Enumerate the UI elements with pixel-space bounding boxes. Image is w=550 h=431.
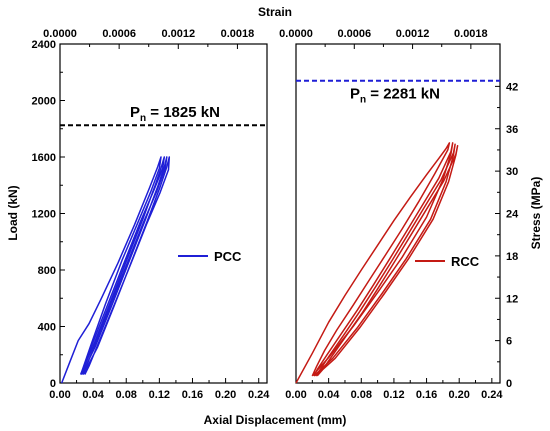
y-tick-label: 30: [506, 166, 518, 178]
x-tick-label: 0.20: [215, 389, 236, 401]
top-x-tick-label: 0.0018: [454, 28, 488, 40]
x-tick-label: 0.08: [351, 389, 372, 401]
x-tick-label: 0.12: [383, 389, 404, 401]
top-x-tick-label: 0.0012: [396, 28, 430, 40]
top-x-tick-label: 0.0006: [102, 28, 136, 40]
legend-label: PCC: [214, 249, 242, 264]
x-tick-label: 0.16: [182, 389, 203, 401]
x-tick-label: 0.04: [318, 389, 340, 401]
y-tick-label: 18: [506, 251, 518, 263]
y-tick-label: 800: [38, 265, 56, 277]
x-tick-label: 0.16: [416, 389, 437, 401]
x-axis-title: Axial Displacement (mm): [204, 413, 347, 427]
y-tick-label: 1600: [32, 152, 56, 164]
x-tick-label: 0.04: [82, 389, 104, 401]
y-tick-label: 1200: [32, 209, 56, 221]
plot-frame: [59, 43, 268, 384]
right-y-axis-title: Stress (MPa): [529, 177, 543, 250]
x-tick-label: 0.24: [481, 389, 503, 401]
y-tick-label: 2000: [32, 96, 56, 108]
y-tick-label: 42: [506, 81, 518, 93]
hysteresis-loop: [61, 156, 162, 384]
x-tick-label: 0.20: [448, 389, 469, 401]
top-axis-title: Strain: [258, 5, 292, 19]
y-tick-label: 12: [506, 293, 518, 305]
y-tick-label: 400: [38, 322, 56, 334]
capacity-label: Pn = 1825 kN: [130, 104, 220, 124]
y-tick-label: 0: [506, 378, 512, 390]
y-tick-label: 24: [506, 209, 519, 221]
top-x-tick-label: 0.0018: [221, 28, 255, 40]
x-tick-label: 0.08: [116, 389, 137, 401]
top-x-tick-label: 0.0000: [43, 28, 77, 40]
right-panel: 0.00 0.04 0.08 0.12 0.16 0.20 0.24 0.0000 0.0006…: [279, 28, 519, 401]
hysteresis-loop: [313, 143, 456, 377]
hysteresis-loop: [82, 156, 171, 375]
hysteresis-loop: [295, 142, 451, 384]
capacity-label: Pn = 2281 kN: [350, 86, 440, 106]
x-tick-label: 0.00: [285, 389, 306, 401]
hysteresis-loop: [315, 144, 459, 377]
top-x-tick-label: 0.0006: [337, 28, 371, 40]
hysteresis-loop: [80, 156, 168, 375]
y-tick-label: 36: [506, 124, 518, 136]
hysteresis-loop: [311, 142, 454, 377]
hysteresis-loop: [80, 156, 166, 375]
top-x-tick-label: 0.0000: [279, 28, 313, 40]
left-y-axis-title: Load (kN): [6, 185, 20, 240]
y-tick-label: 0: [50, 378, 56, 390]
top-x-tick-label: 0.0012: [161, 28, 195, 40]
legend-label: RCC: [451, 254, 480, 269]
y-tick-label: 6: [506, 336, 512, 348]
y-tick-label: 2400: [32, 39, 56, 51]
x-tick-label: 0.12: [149, 389, 170, 401]
x-tick-label: 0.00: [49, 389, 70, 401]
x-tick-label: 0.24: [248, 389, 270, 401]
left-panel: 0.00 0.04 0.08 0.12 0.16 0.20 0.24 0.0000 0.0006…: [32, 28, 271, 401]
